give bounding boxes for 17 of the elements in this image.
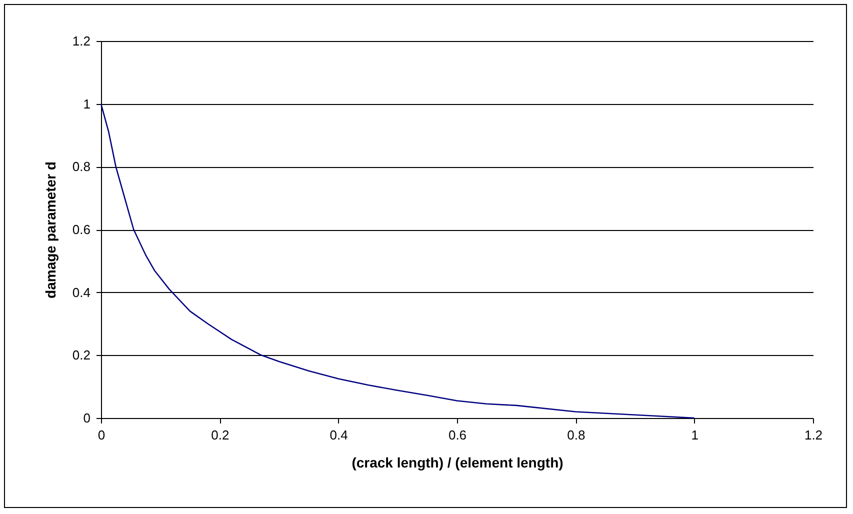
y-tick-label: 0.8: [72, 159, 90, 174]
x-tick-label: 0.8: [567, 428, 586, 442]
x-axis-title: (crack length) / (element length): [352, 454, 564, 470]
x-tick-label: 1: [691, 428, 698, 442]
y-axis-title: damage parameter d: [42, 162, 58, 298]
y-tick-label: 1: [83, 96, 90, 112]
x-tick-label: 1.2: [804, 428, 823, 442]
x-tick-label: 0.6: [448, 428, 467, 442]
y-tick-label: 0: [83, 410, 90, 426]
y-tick-label: 0.4: [72, 284, 90, 300]
x-tick-label: 0: [98, 428, 106, 442]
x-tick-label: 0.4: [330, 428, 348, 442]
x-tick-label: 0.2: [211, 428, 230, 442]
y-tick-label: 1.2: [72, 34, 90, 48]
y-tick-label: 0.2: [72, 348, 90, 363]
y-tick-label: 0.6: [72, 222, 90, 237]
line-series: [100, 103, 695, 419]
